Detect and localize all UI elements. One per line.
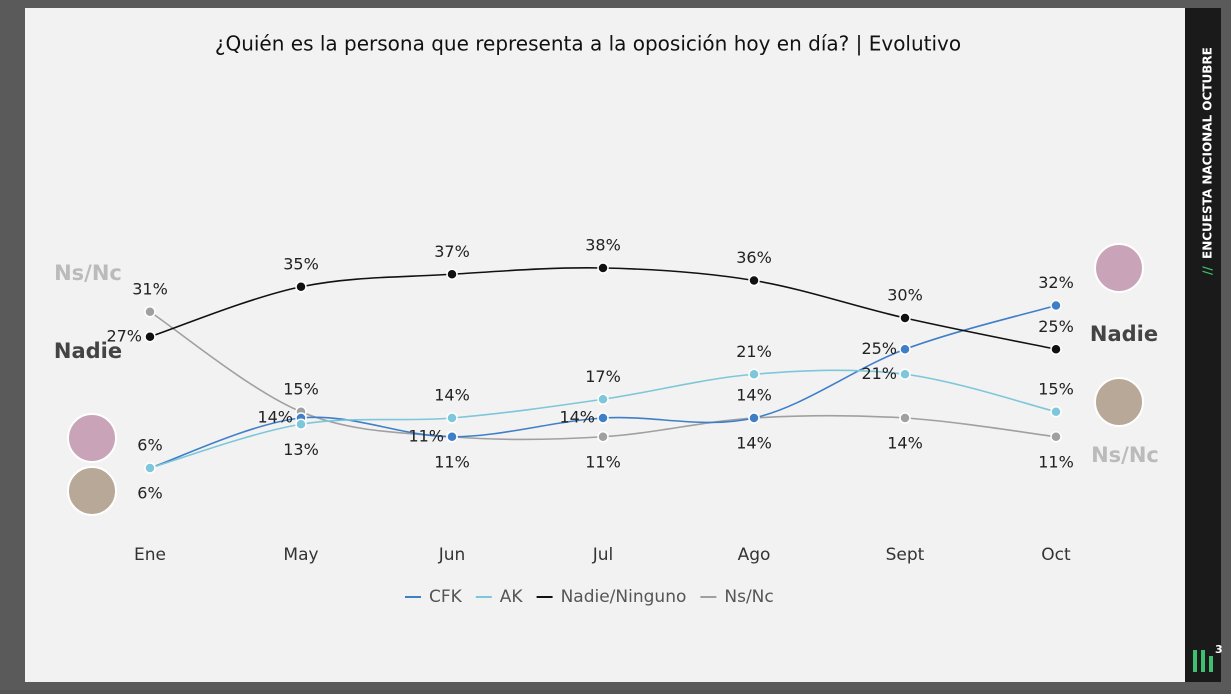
data-label: 38% [585,236,621,255]
data-label: 14% [559,408,595,427]
data-point [597,393,609,405]
data-label: 25% [861,339,897,358]
x-tick-label: May [283,545,318,565]
data-label: 25% [1038,317,1074,336]
legend-label: Ns/Nc [724,587,773,607]
data-point [899,368,911,380]
sidebar-label: // ENCUESTA NACIONAL OCTUBRE [1201,47,1215,275]
sidebar-text: ENCUESTA NACIONAL OCTUBRE [1201,47,1215,259]
logo-bar [1193,650,1197,672]
data-label: 14% [736,434,772,453]
x-tick-label: Oct [1041,545,1071,565]
data-point [748,412,760,424]
data-point [1050,343,1062,355]
data-label: 27% [106,326,142,345]
data-label: 31% [132,279,168,298]
side-label: Nadie [1090,322,1158,346]
data-point [1050,299,1062,312]
data-label: 14% [736,386,772,405]
photo [1094,377,1144,427]
sidebar [1185,8,1221,682]
data-label: 32% [1038,273,1074,292]
data-point [446,268,458,280]
legend-label: CFK [429,587,463,607]
logo-bar [1209,656,1213,672]
photo [67,413,117,463]
data-point [748,274,760,287]
data-label: 6% [137,436,162,455]
data-point [748,368,760,380]
data-point [144,331,156,343]
data-label: 11% [408,426,444,445]
data-point [1050,431,1062,443]
data-point [899,343,911,355]
slide-bg [25,8,1185,682]
photo [1094,243,1144,293]
data-point [446,431,458,443]
data-point [295,418,307,430]
logo-bar [1201,650,1205,672]
side-label: Ns/Nc [1091,443,1159,467]
data-point [144,306,156,318]
data-label: 14% [887,434,923,453]
data-point [446,412,458,424]
data-point [597,412,609,424]
data-point [597,262,609,274]
data-label: 35% [283,254,319,273]
side-label: Nadie [54,339,122,363]
logo-text: 3 [1215,643,1223,656]
data-point [899,312,911,324]
data-label: 36% [736,248,772,267]
legend-label: Nadie/Ninguno [561,587,687,607]
data-point [144,462,156,474]
data-label: 21% [736,342,772,361]
data-label: 14% [434,386,470,405]
data-label: 15% [283,379,319,398]
x-tick-label: Ago [738,545,771,565]
x-tick-label: Jul [592,545,614,565]
data-label: 14% [257,408,293,427]
data-point [1050,406,1062,418]
x-tick-label: Ene [134,545,166,565]
data-label: 11% [585,452,621,471]
data-label: 17% [585,367,621,386]
data-label: 15% [1038,379,1074,398]
data-point [597,431,609,443]
data-label: 21% [861,364,897,383]
legend-label: AK [500,587,524,607]
photo [67,466,117,516]
data-label: 11% [1038,452,1074,471]
chart-title: ¿Quién es la persona que representa a la… [215,32,961,56]
data-label: 30% [887,286,923,305]
data-point [899,412,911,424]
x-tick-label: Jun [438,545,466,565]
data-point [295,281,307,293]
data-label: 37% [434,242,470,261]
data-label: 6% [137,484,162,503]
data-label: 13% [283,440,319,459]
sidebar-mark: // [1201,266,1215,275]
x-tick-label: Sept [886,545,925,565]
side-label: Ns/Nc [54,261,122,285]
data-label: 11% [434,452,470,471]
